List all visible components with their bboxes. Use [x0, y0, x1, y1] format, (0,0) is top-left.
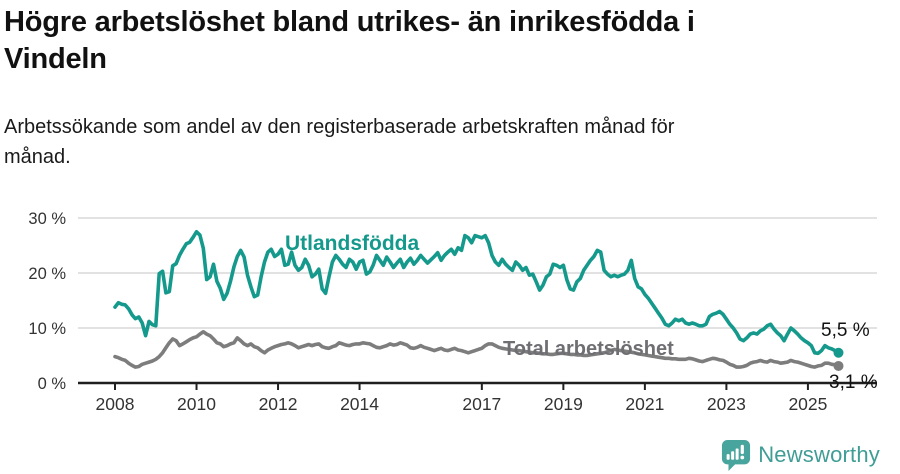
- chart-subtitle-line-2: månad.: [4, 146, 71, 168]
- x-axis-year-label: 2014: [340, 394, 379, 414]
- series-label-utlandsf-dda: Utlandsfödda: [285, 232, 419, 255]
- series-end-dot-utlandsf-dda: [833, 347, 844, 358]
- y-axis-tick-label: 10 %: [28, 320, 66, 338]
- x-axis-year-label: 2010: [177, 394, 216, 414]
- bar-chart-glyph: [726, 444, 745, 460]
- series-line-utlandsf-dda: [113, 229, 841, 356]
- x-axis-year-label: 2025: [788, 394, 827, 414]
- x-axis-year-label: 2017: [462, 394, 501, 414]
- y-axis-tick-label: 20 %: [28, 265, 66, 283]
- series-end-value-total-arbetsl-shet: 3,1 %: [829, 372, 878, 393]
- chart-subtitle-line-1: Arbetssökande som andel av den registerb…: [4, 116, 675, 138]
- x-axis-year-label: 2021: [625, 394, 664, 414]
- series-end-dot-total-arbetsl-shet: [833, 360, 844, 371]
- page-title: Högre arbetslöshet bland utrikes- än inr…: [4, 4, 864, 78]
- series-label-total-arbetsl-shet: Total arbetslöshet: [503, 338, 674, 360]
- newsworthy-brand-link[interactable]: Newsworthy: [721, 439, 880, 471]
- x-axis-year-label: 2019: [544, 394, 583, 414]
- line-chart: 30 % 20 % 10 % 0 % 2008 2010 2012 2014 2017 2019 2…: [28, 210, 878, 414]
- y-axis-tick-label: 0 %: [38, 375, 67, 393]
- x-axis-year-label: 2008: [96, 394, 135, 414]
- x-axis-year-label: 2012: [259, 394, 298, 414]
- series-line-total-arbetsl-shet: [113, 330, 841, 369]
- y-axis-tick-label: 30 %: [28, 210, 66, 228]
- newsworthy-logo-icon: [722, 440, 751, 471]
- x-axis-year-label: 2023: [707, 394, 746, 414]
- series-end-value-utlandsf-dda: 5,5 %: [821, 320, 870, 341]
- newsworthy-brand-text: Newsworthy: [758, 442, 880, 467]
- page-title-line-2: Vindeln: [4, 43, 107, 75]
- page-title-line-1: Högre arbetslöshet bland utrikes- än inr…: [4, 6, 695, 38]
- chart-subtitle: Arbetssökande som andel av den registerb…: [4, 112, 864, 172]
